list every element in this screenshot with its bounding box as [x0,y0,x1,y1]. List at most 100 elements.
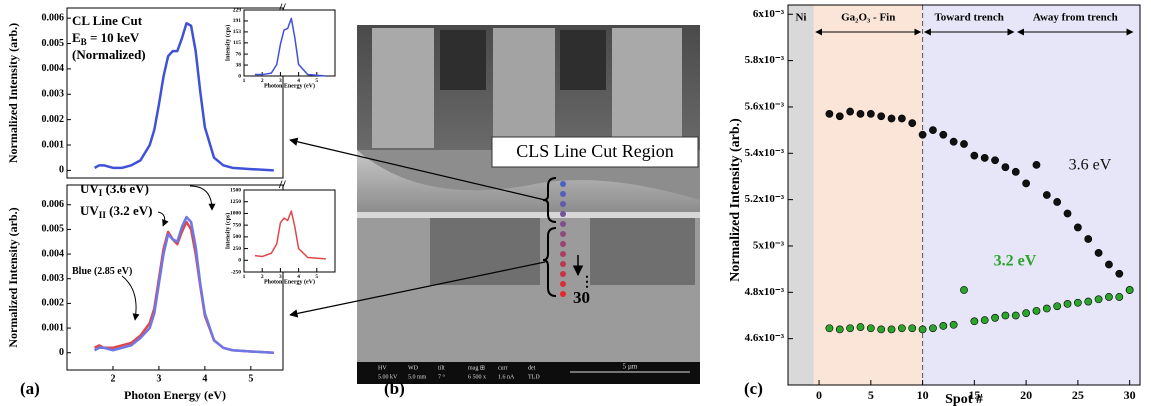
region-label: CLS Line Cut Region [516,141,674,161]
y-tick-label: 1000 [230,211,241,217]
y-tick-label: 0.002 [42,298,65,309]
scale-label: 5 µm [623,363,638,371]
spot-dot [560,281,566,287]
x-axis-label: Photon Energy (eV) [264,278,315,285]
x-axis-label: Photon Energy (eV) [124,388,226,402]
y-tick-label: 0.006 [42,12,65,23]
spot-dot [560,221,566,227]
point [909,120,916,127]
y-tick-label: -250 [231,269,241,275]
spot-dot [560,261,566,267]
point [836,113,843,120]
info-key: mag ⊞ [468,365,485,371]
y-tick-label: 0.004 [42,63,65,74]
point [1033,161,1040,168]
x-tick-label: 1 [243,274,246,280]
point [1043,305,1050,312]
point [929,325,936,332]
annotation: UVII (3.2 eV) [80,203,152,220]
spot-dot [560,241,566,247]
point [826,110,833,117]
info-value: 5.0 mm [408,374,427,380]
point [991,314,998,321]
point [1116,270,1123,277]
annotation-main: CL Line Cut [72,13,143,28]
spot-dot [560,201,566,207]
y-tick-label: 0 [238,73,241,79]
y-tick-label: 0.005 [42,38,65,49]
plot-frame [244,10,335,76]
y-axis-label: Intensity (cps) [224,25,231,62]
point [847,325,854,332]
spot-dot [560,271,566,277]
y-axis-label: Normalized Intensity (arb.) [6,207,20,347]
annotation-main: E [72,30,81,45]
y-tick-label: 5.2x10⁻³ [745,193,785,205]
point [1012,312,1019,319]
annotation-main: (Normalized) [72,47,146,62]
spot-dot [560,231,566,237]
point [857,110,864,117]
x-tick-label: 2 [110,373,115,384]
point [1064,210,1071,217]
point [878,113,885,120]
spot-dot [560,181,566,187]
point [898,325,905,332]
info-key: curr [498,365,508,371]
annotation-rest: (3.6 eV) [102,181,149,196]
y-tick-label: 0.001 [42,139,65,150]
point [950,321,957,328]
annotation-main: Blue (2.85 eV) [72,266,132,277]
point [867,110,874,117]
point [1074,224,1081,231]
point [1033,307,1040,314]
y-tick-label: 0.005 [42,224,65,235]
point [888,115,895,122]
arrow-label: Away from trench [1033,12,1118,24]
y-tick-label: 0 [59,347,64,358]
region-label: Ga₂O₃ - Fin [841,12,895,24]
point [981,154,988,161]
info-value: TLD [528,374,540,380]
y-tick-label: 0.001 [42,322,65,333]
y-tick-label: 229 [233,7,242,13]
x-tick-label: 0 [816,388,822,402]
y-tick-label: 0.004 [42,248,65,259]
x-tick-label: 5 [868,388,874,402]
panel-label: (c) [744,379,763,398]
point [867,325,874,332]
point [1105,261,1112,268]
y-tick-label: 4.8x10⁻³ [745,286,785,298]
annotation-main: UV [80,203,99,218]
ellipsis: ⋮ [580,275,594,290]
y-tick-label: 5.8x10⁻³ [745,54,785,66]
figure: CLS Line Cut Region 30 ⋮ HV5.00 kVWD5.0 … [0,0,1151,406]
point [1095,296,1102,303]
y-tick-label: 1250 [230,199,241,205]
y-tick-label: 500 [233,234,242,240]
x-tick-label: 3 [156,373,161,384]
y-tick-label: 1500 [230,187,241,193]
y-tick-label: 5.4x10⁻³ [745,147,785,159]
x-tick-label: 5 [315,78,318,84]
y-tick-label: 76 [236,51,242,57]
y-tick-label: 0 [238,258,241,264]
point [1085,298,1092,305]
point [1043,191,1050,198]
point [1002,312,1009,319]
y-tick-label: 38 [236,62,242,68]
point [847,108,854,115]
point [909,325,916,332]
arrow-label: Toward trench [934,12,1003,24]
x-tick-label: 5 [315,274,318,280]
point [981,317,988,324]
point [1085,235,1092,242]
spot-dot [560,291,566,297]
x-axis-label: Photon Energy (eV) [264,82,315,89]
point [1116,293,1123,300]
y-tick-label: 153 [233,29,242,35]
x-axis-label: Spot # [945,392,983,406]
point [950,138,957,145]
spot-label: 30 [573,288,590,307]
annotation-rest: (3.2 eV) [106,203,153,218]
